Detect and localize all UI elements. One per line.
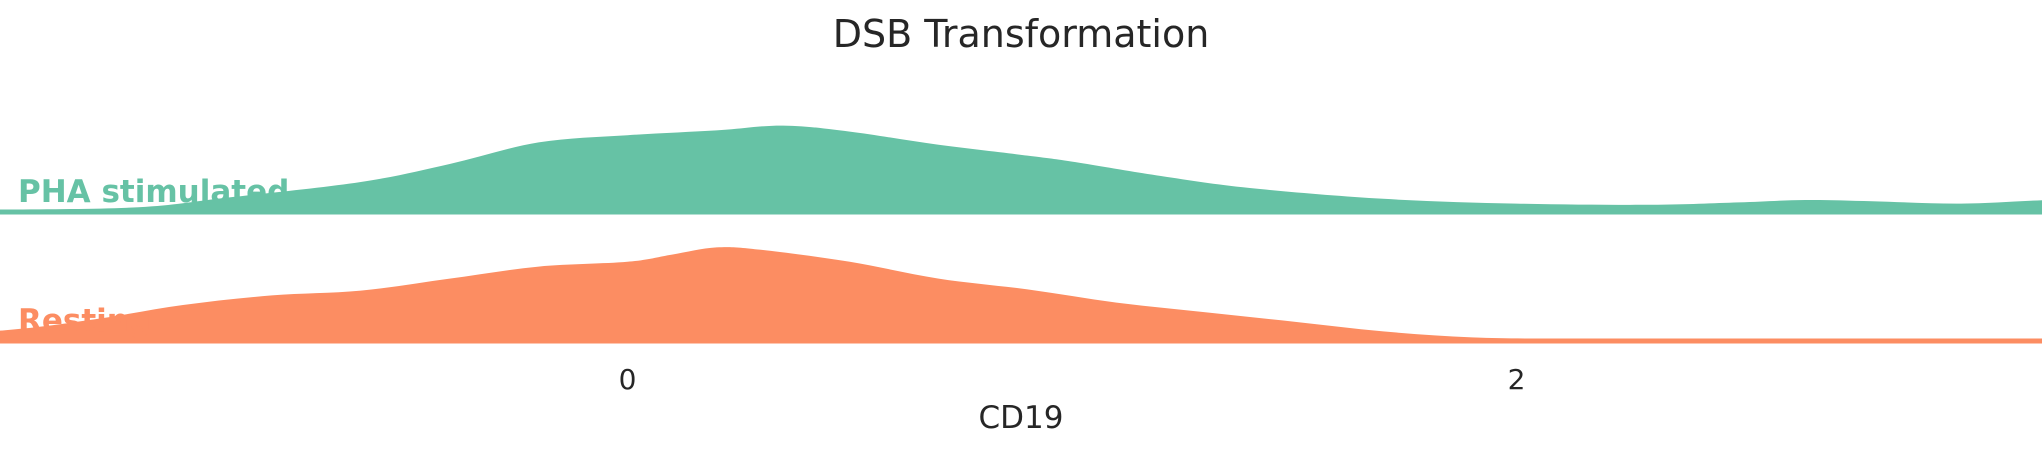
- x-axis-ticks: −20246: [619, 363, 1526, 396]
- x-tick-label: 2: [1508, 363, 1526, 396]
- row-label-resting: Resting: [18, 303, 151, 339]
- x-axis-label: CD19: [979, 400, 1064, 436]
- density-area-pha-stimulated: [0, 125, 2042, 212]
- density-area-resting: [0, 247, 2042, 341]
- row-label-pha-stimulated: PHA stimulated: [18, 174, 289, 210]
- x-tick-label: 0: [619, 363, 637, 396]
- chart-title: DSB Transformation: [833, 12, 1210, 56]
- ridges-group: [0, 125, 2042, 344]
